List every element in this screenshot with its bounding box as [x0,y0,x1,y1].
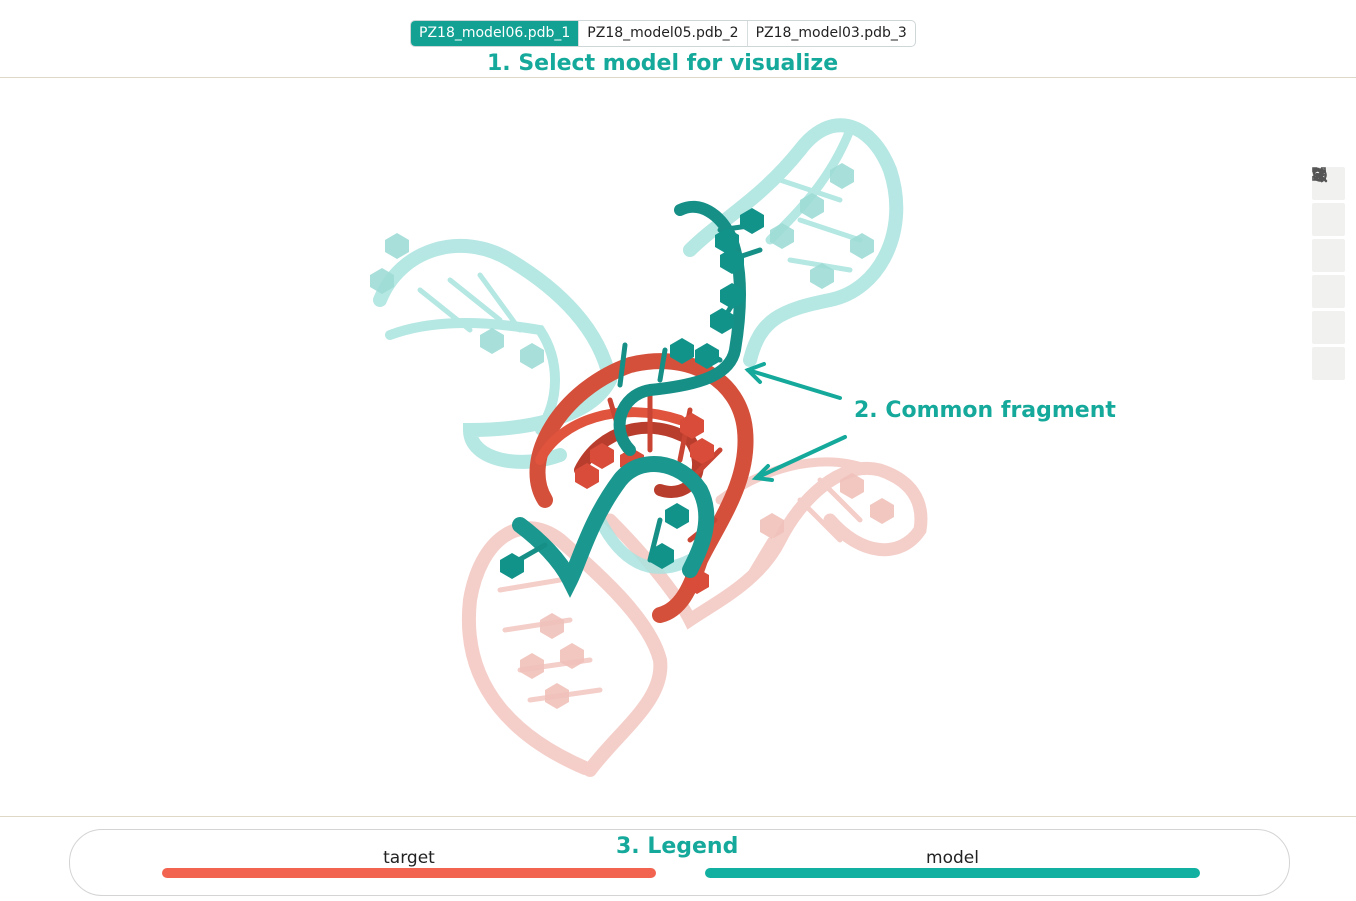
model-tabs: PZ18_model06.pdb_1 PZ18_model05.pdb_2 PZ… [410,20,916,47]
common-fragment-annotation: 2. Common fragment [854,398,1116,423]
model-bases [500,208,764,579]
target-faded-bases [520,473,894,709]
settings-button[interactable] [1312,167,1345,272]
controls-button[interactable] [1312,169,1345,344]
model-faded-bases [370,163,874,369]
legend-label-target: target [383,848,435,868]
fullscreen-button[interactable] [1312,167,1345,308]
tab-model06[interactable]: PZ18_model06.pdb_1 [411,21,579,46]
legend-bar-model [705,868,1200,878]
viewer-toolbar [1312,167,1345,380]
molecule-structure [370,118,928,777]
legend-label-model: model [926,848,979,868]
tab-model03[interactable]: PZ18_model03.pdb_3 [746,21,915,46]
footer-divider [0,816,1356,817]
selection-button[interactable] [1312,168,1345,380]
header-divider [0,77,1356,78]
tab-model05[interactable]: PZ18_model05.pdb_2 [578,21,746,46]
model-faded-ribbon [373,118,904,574]
annotation-arrows [744,362,847,482]
molecule-viewer[interactable] [0,78,1356,816]
target-faded-ribbon [461,457,928,777]
legend-bar-target [162,868,656,878]
select-model-annotation: 1. Select model for visualize [487,51,839,76]
legend-annotation: 3. Legend [616,834,739,859]
pointer-icon [1314,168,1326,183]
spin-button[interactable] [1312,168,1345,236]
legend: target model [69,829,1290,896]
